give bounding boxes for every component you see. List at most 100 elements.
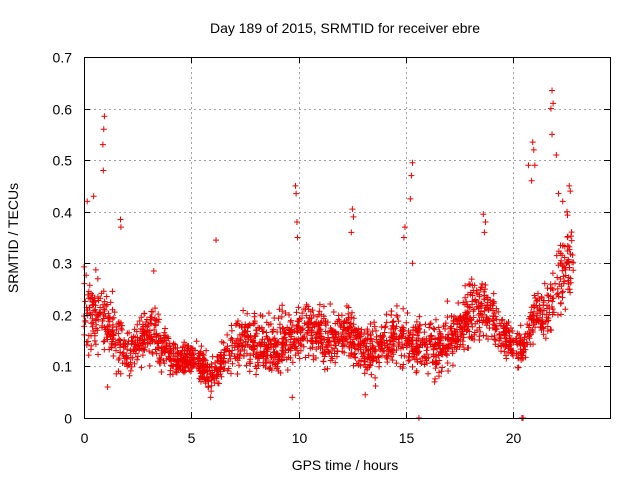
data-point <box>398 334 405 341</box>
data-point <box>431 378 438 385</box>
data-point <box>141 346 148 353</box>
x-tick-label: 20 <box>506 430 522 446</box>
data-point <box>214 357 221 364</box>
data-point <box>381 342 388 349</box>
data-point <box>240 352 247 359</box>
data-point <box>568 229 575 236</box>
data-point <box>117 319 124 326</box>
data-point <box>357 362 364 369</box>
data-point <box>464 326 471 333</box>
data-point <box>415 335 422 342</box>
data-point <box>561 254 568 261</box>
data-point <box>501 348 508 355</box>
data-point <box>131 360 138 367</box>
data-point <box>103 334 110 341</box>
data-point <box>97 304 104 311</box>
data-point <box>111 342 118 349</box>
data-point <box>507 337 514 344</box>
data-point <box>250 337 257 344</box>
data-point <box>166 345 173 352</box>
data-point <box>140 340 147 347</box>
data-point <box>109 288 116 295</box>
data-point <box>473 298 480 305</box>
data-point <box>471 336 478 343</box>
data-point <box>448 325 455 332</box>
data-point <box>84 338 91 345</box>
data-point <box>531 303 538 310</box>
data-point <box>395 339 402 346</box>
data-point <box>549 87 556 94</box>
data-point <box>547 105 554 112</box>
data-point <box>161 348 168 355</box>
data-point <box>436 328 443 335</box>
data-point <box>463 327 470 334</box>
data-point <box>433 316 439 323</box>
data-point <box>202 380 209 387</box>
data-point <box>399 365 406 372</box>
data-point <box>506 329 513 336</box>
x-tick-label: 10 <box>292 430 308 446</box>
data-point <box>151 315 158 322</box>
data-point <box>218 373 225 380</box>
data-point <box>369 328 376 335</box>
data-point <box>566 243 573 250</box>
data-point <box>474 290 481 297</box>
data-point <box>388 353 395 360</box>
data-point <box>300 343 307 350</box>
data-point <box>124 356 131 363</box>
data-point <box>410 331 417 338</box>
data-point <box>555 190 562 197</box>
data-point <box>308 328 315 335</box>
data-point <box>339 329 346 336</box>
data-point <box>151 321 158 328</box>
data-point <box>525 162 532 169</box>
data-point <box>272 361 279 368</box>
data-point <box>472 297 479 304</box>
data-point <box>399 333 406 340</box>
data-point <box>371 348 378 355</box>
data-point <box>129 338 136 345</box>
data-point <box>449 350 456 357</box>
data-point <box>144 341 151 348</box>
data-point <box>520 348 527 355</box>
data-point <box>383 319 390 326</box>
data-point <box>315 311 322 318</box>
data-point <box>96 309 103 316</box>
data-point <box>453 346 460 353</box>
data-point <box>528 315 535 322</box>
data-point <box>483 322 490 329</box>
data-point <box>349 338 356 345</box>
data-point <box>221 347 228 354</box>
data-point <box>200 366 207 373</box>
data-point <box>86 295 93 302</box>
data-point <box>155 340 162 347</box>
data-point <box>89 315 96 322</box>
data-point <box>97 295 104 302</box>
data-point <box>544 285 551 292</box>
data-point <box>554 290 561 297</box>
data-point <box>309 307 316 314</box>
data-point <box>295 304 302 311</box>
data-point <box>414 347 421 354</box>
data-point <box>217 351 224 358</box>
data-point <box>496 331 503 338</box>
data-point <box>321 366 328 373</box>
data-point <box>377 338 384 345</box>
data-point <box>537 314 544 321</box>
data-point <box>150 268 157 275</box>
data-point <box>207 394 214 401</box>
data-point <box>425 354 432 361</box>
data-point <box>319 350 326 357</box>
data-point <box>346 344 353 351</box>
data-point <box>263 329 270 336</box>
data-point <box>514 364 521 371</box>
data-point <box>292 182 299 189</box>
data-point <box>208 388 215 395</box>
data-point <box>134 353 141 360</box>
data-point <box>279 339 286 346</box>
data-point <box>115 320 122 327</box>
data-point <box>127 367 134 374</box>
data-point <box>302 305 309 312</box>
data-point <box>549 270 556 277</box>
